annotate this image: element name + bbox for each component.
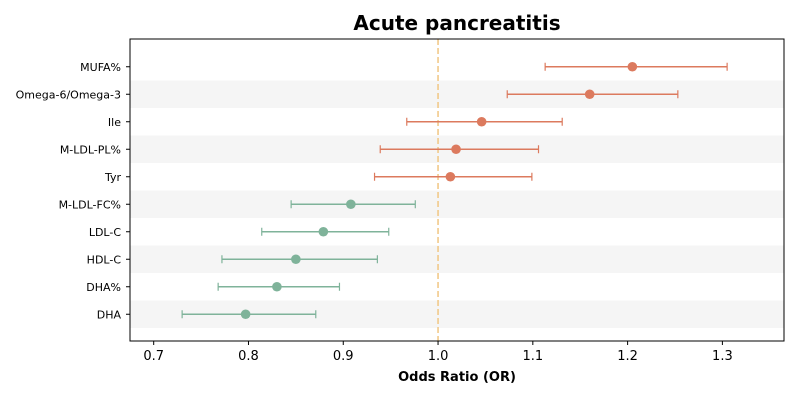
y-tick-label: Ile bbox=[108, 116, 121, 129]
or-point bbox=[445, 171, 456, 182]
or-point bbox=[476, 116, 487, 127]
row-band bbox=[130, 190, 784, 218]
or-point bbox=[291, 254, 301, 265]
plot-frame bbox=[129, 38, 785, 342]
y-tick-label: DHA% bbox=[86, 281, 121, 294]
forest-row bbox=[221, 254, 378, 265]
y-tick-label: HDL-C bbox=[87, 253, 122, 266]
forest-row bbox=[290, 199, 416, 210]
or-point bbox=[584, 89, 595, 100]
forest-marks bbox=[181, 61, 728, 320]
row-bands bbox=[130, 80, 784, 328]
or-point bbox=[240, 309, 251, 320]
x-axis-label: Odds Ratio (OR) bbox=[398, 370, 516, 385]
x-tick-label: 0.9 bbox=[333, 349, 354, 364]
forest-row bbox=[506, 89, 679, 100]
y-tick-label: Tyr bbox=[104, 171, 122, 184]
y-tick-label: Omega-6/Omega-3 bbox=[16, 88, 121, 101]
or-point bbox=[318, 226, 329, 237]
y-tick-label: M-LDL-FC% bbox=[59, 198, 121, 211]
or-point bbox=[346, 199, 356, 210]
forest-row bbox=[544, 61, 728, 72]
y-tick-label: DHA bbox=[97, 308, 122, 321]
forest-row bbox=[379, 144, 540, 155]
or-point bbox=[627, 61, 638, 72]
forest-row bbox=[373, 171, 533, 182]
x-tick-label: 1.0 bbox=[428, 349, 449, 364]
axes: MUFA% Omega-6/Omega-3 Ile M-LDL-PL% Tyr M-LDL… bbox=[16, 38, 785, 364]
x-tick-label: 1.2 bbox=[617, 349, 638, 364]
forest-row bbox=[261, 226, 390, 237]
forest-row bbox=[217, 281, 341, 292]
forest-row bbox=[406, 116, 563, 127]
x-tick-label: 1.3 bbox=[712, 349, 733, 364]
chart-title: Acute pancreatitis bbox=[353, 11, 560, 35]
y-tick-label: M-LDL-PL% bbox=[60, 143, 121, 156]
x-tick-label: 0.7 bbox=[143, 349, 164, 364]
row-band bbox=[130, 80, 784, 108]
or-point bbox=[451, 144, 461, 155]
y-tick-label: LDL-C bbox=[89, 226, 122, 239]
or-point bbox=[272, 281, 282, 292]
forest-row bbox=[181, 309, 317, 320]
x-tick-label: 0.8 bbox=[238, 349, 259, 364]
x-tick-label: 1.1 bbox=[522, 349, 543, 364]
y-tick-label: MUFA% bbox=[80, 61, 121, 74]
